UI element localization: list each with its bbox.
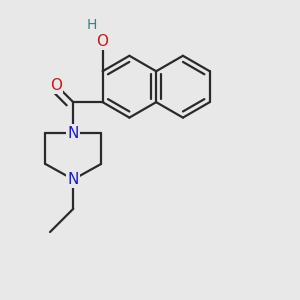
Text: O: O — [97, 34, 109, 50]
Text: N: N — [68, 126, 79, 141]
Text: O: O — [50, 78, 62, 93]
Text: N: N — [68, 172, 79, 187]
Text: H: H — [87, 18, 97, 32]
